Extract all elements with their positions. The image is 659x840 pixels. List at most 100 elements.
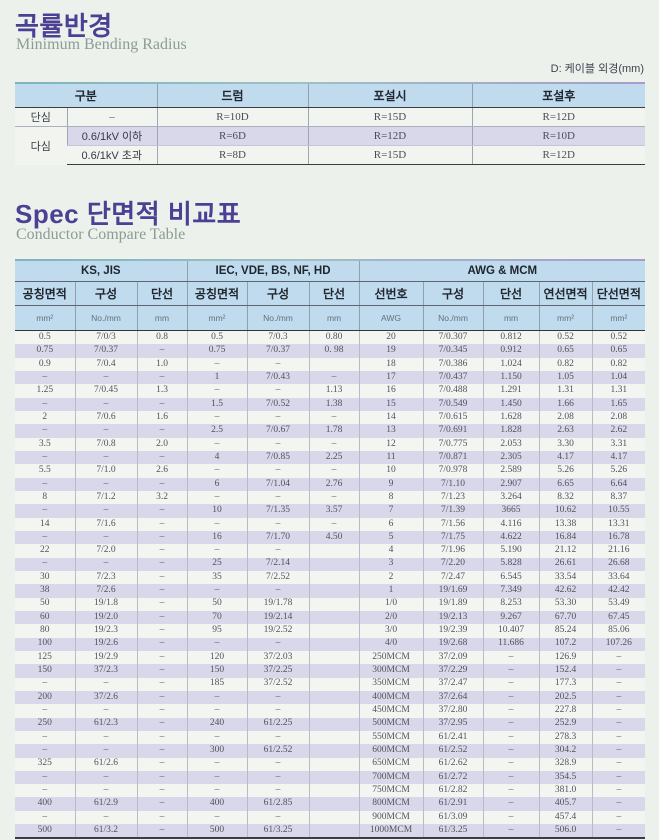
cell: 2.0: [136, 437, 188, 451]
cell: 3.2: [136, 490, 188, 505]
table-row: 0.6/1kV 초과 R=8D R=15D R=12D: [15, 145, 645, 165]
cell: –: [136, 424, 188, 438]
cell: –: [186, 490, 248, 505]
unit-cell: AWG: [358, 305, 424, 331]
cell: 7/2.6: [74, 584, 137, 598]
table-row: 38 7/2.6– – –1 19/1.69 7.349 42.62 42.42: [15, 584, 646, 598]
cell: 8.32: [538, 490, 593, 505]
cell: 700MCM: [358, 770, 424, 785]
cell: 85.06: [591, 624, 646, 638]
cell: 37/2.29: [422, 664, 484, 678]
cell: –: [186, 410, 248, 425]
table-row: 8 7/1.2 3.2– – –8 7/1.23 3.264 8.32 8.37: [15, 490, 646, 505]
cell: 0. 98: [308, 344, 360, 358]
table-row: – – – – –700MCM 61/2.72–354.5–: [15, 770, 646, 785]
cell: –: [246, 770, 310, 785]
cell: 7/0.691: [422, 424, 484, 438]
cell: R=12D: [307, 126, 472, 146]
cell: 0.82: [591, 357, 646, 371]
cell: –: [482, 810, 540, 825]
cell: R=12D: [471, 107, 645, 127]
unit-cell: No./mm: [74, 305, 137, 331]
cell: 33.64: [591, 570, 646, 585]
cell: –: [66, 107, 157, 127]
cell: 0.75: [186, 344, 248, 358]
cell: 1.828: [482, 424, 540, 438]
cell: 400: [15, 797, 75, 811]
cell: –: [246, 704, 310, 718]
cell: –: [186, 704, 248, 718]
cell: 1.31: [591, 384, 646, 398]
cell: –: [15, 744, 75, 758]
cell: 8: [15, 490, 75, 505]
cell: –: [591, 717, 646, 731]
cell: R=10D: [156, 107, 308, 127]
table-row: 80 19/2.3–95 19/2.52 3/0 19/2.39 10.407 85.24 8…: [15, 624, 646, 638]
cell: 7/0.615: [422, 410, 484, 425]
cell: –: [186, 770, 248, 785]
cell: 19/2.52: [246, 624, 310, 638]
cell: 0.912: [482, 344, 540, 358]
table-row: – – –6 7/1.04 2.76 9 7/1.10 2.907 6.65 6.64: [15, 477, 646, 491]
cell: –: [15, 530, 75, 545]
cell: 177.3: [538, 677, 593, 691]
table-row: – – –10 7/1.35 3.57 7 7/1.39 3665 10.62 10.55: [15, 504, 646, 518]
cell: 50: [186, 597, 248, 611]
cell: 4.17: [538, 450, 593, 465]
cell: 4.17: [591, 450, 646, 465]
table-row: 100 19/2.6– – –4/0 19/2.68 11.686 107.2 107.26: [15, 637, 646, 651]
cell: 7/1.39: [422, 504, 484, 518]
cell: –: [136, 810, 188, 825]
cell: –: [136, 784, 188, 798]
cell: 1: [186, 370, 248, 385]
table-accent-line: [15, 82, 645, 84]
cell: 61/2.62: [422, 757, 484, 771]
cell: 252.9: [538, 717, 593, 731]
cell: 9: [358, 477, 424, 491]
cell: –: [136, 530, 188, 545]
cell: 7/0.85: [246, 450, 310, 465]
section1-title: 곡률반경: [15, 11, 113, 41]
cell: 12: [358, 437, 424, 451]
cell: –: [74, 810, 137, 825]
cell: 19/2.68: [422, 637, 484, 651]
cell: 0.52: [591, 330, 646, 345]
cell: –: [482, 730, 540, 745]
cell: 61/2.72: [422, 770, 484, 785]
cell: 21.16: [591, 544, 646, 558]
cell: –: [482, 744, 540, 758]
cell: 18: [358, 357, 424, 371]
cell: [308, 610, 360, 625]
cell: 3665: [482, 504, 540, 518]
cell: 405.7: [538, 797, 593, 811]
cell: 61/2.6: [74, 757, 137, 771]
cell: 30: [15, 570, 75, 585]
table-row: – – –185 37/2.52 350MCM 37/2.47–177.3–: [15, 677, 646, 691]
cell: 13.38: [538, 517, 593, 531]
cell: R=15D: [307, 145, 472, 165]
cell: 1.05: [538, 370, 593, 385]
cell: –: [246, 584, 310, 598]
cable-diameter-note: D: 케이블 외경(mm): [550, 63, 644, 75]
cell: 7/1.0: [74, 464, 137, 478]
cell: 150: [186, 664, 248, 678]
cell: 7/1.23: [422, 490, 484, 505]
cell: 7/0.3: [246, 330, 310, 345]
col-header: 구성: [422, 281, 484, 306]
cell: [308, 824, 360, 840]
cell: –: [136, 477, 188, 491]
cell: –: [136, 824, 188, 840]
cell: –: [591, 704, 646, 718]
cell: –: [136, 690, 188, 705]
unit-cell: No./mm: [246, 305, 310, 331]
cell: 4.622: [482, 530, 540, 545]
cell: 5.828: [482, 557, 540, 571]
cell: –: [74, 397, 137, 411]
cell: 17: [358, 370, 424, 385]
cell: 1.31: [538, 384, 593, 398]
cell: 900MCM: [358, 810, 424, 825]
cell: 단심: [15, 107, 67, 127]
cell: –: [591, 757, 646, 771]
cell: 200: [15, 690, 75, 705]
cell: 2.5: [186, 424, 248, 438]
